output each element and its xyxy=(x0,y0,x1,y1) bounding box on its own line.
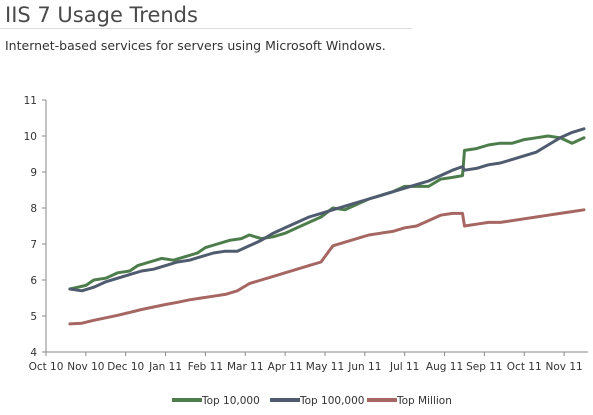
x-tick-label: Nov 11 xyxy=(545,361,582,373)
legend-label-0: Top 10,000 xyxy=(201,395,260,407)
y-tick-label: 7 xyxy=(30,239,37,251)
series-line-1 xyxy=(68,127,586,293)
x-tick-label: Nov 10 xyxy=(67,361,104,373)
chart-legend: Top 10,000 Top 100,000 Top Million xyxy=(172,395,452,407)
legend-label-1: Top 100,000 xyxy=(299,395,364,407)
x-tick-label: May 11 xyxy=(306,361,344,373)
y-tick-label: 4 xyxy=(30,347,37,359)
x-tick-label: Jul 11 xyxy=(389,361,419,373)
x-tick-label: Oct 11 xyxy=(507,361,542,373)
x-tick-label: Apr 11 xyxy=(268,361,303,373)
series-line-2 xyxy=(68,208,586,326)
y-tick-label: 9 xyxy=(30,167,37,179)
title-divider xyxy=(0,28,412,29)
chart-axes: 4 5 6 7 8 9 10 11 Oct 10 Nov 10 Dec 10 Jan 11 Feb 11… xyxy=(24,95,588,373)
y-tick-label: 11 xyxy=(24,95,37,107)
x-tick-label: Dec 10 xyxy=(107,361,144,373)
y-tick-label: 5 xyxy=(30,311,37,323)
x-tick-label: Jan 11 xyxy=(148,361,182,373)
x-tick-label: Jun 11 xyxy=(347,361,381,373)
y-tick-label: 6 xyxy=(30,275,37,287)
x-tick-label: Mar 11 xyxy=(227,361,264,373)
x-tick-label: Oct 10 xyxy=(29,361,64,373)
chart-series-lines xyxy=(68,127,586,326)
legend-label-2: Top Million xyxy=(396,395,452,407)
x-tick-label: Feb 11 xyxy=(188,361,223,373)
page-title: IIS 7 Usage Trends xyxy=(5,3,198,27)
series-line-0 xyxy=(68,134,586,291)
y-tick-label: 10 xyxy=(24,131,37,143)
x-tick-label: Aug 11 xyxy=(426,361,463,373)
page-subtitle: Internet-based services for servers usin… xyxy=(5,38,386,53)
y-tick-label: 8 xyxy=(30,203,37,215)
x-tick-label: Sep 11 xyxy=(466,361,503,373)
